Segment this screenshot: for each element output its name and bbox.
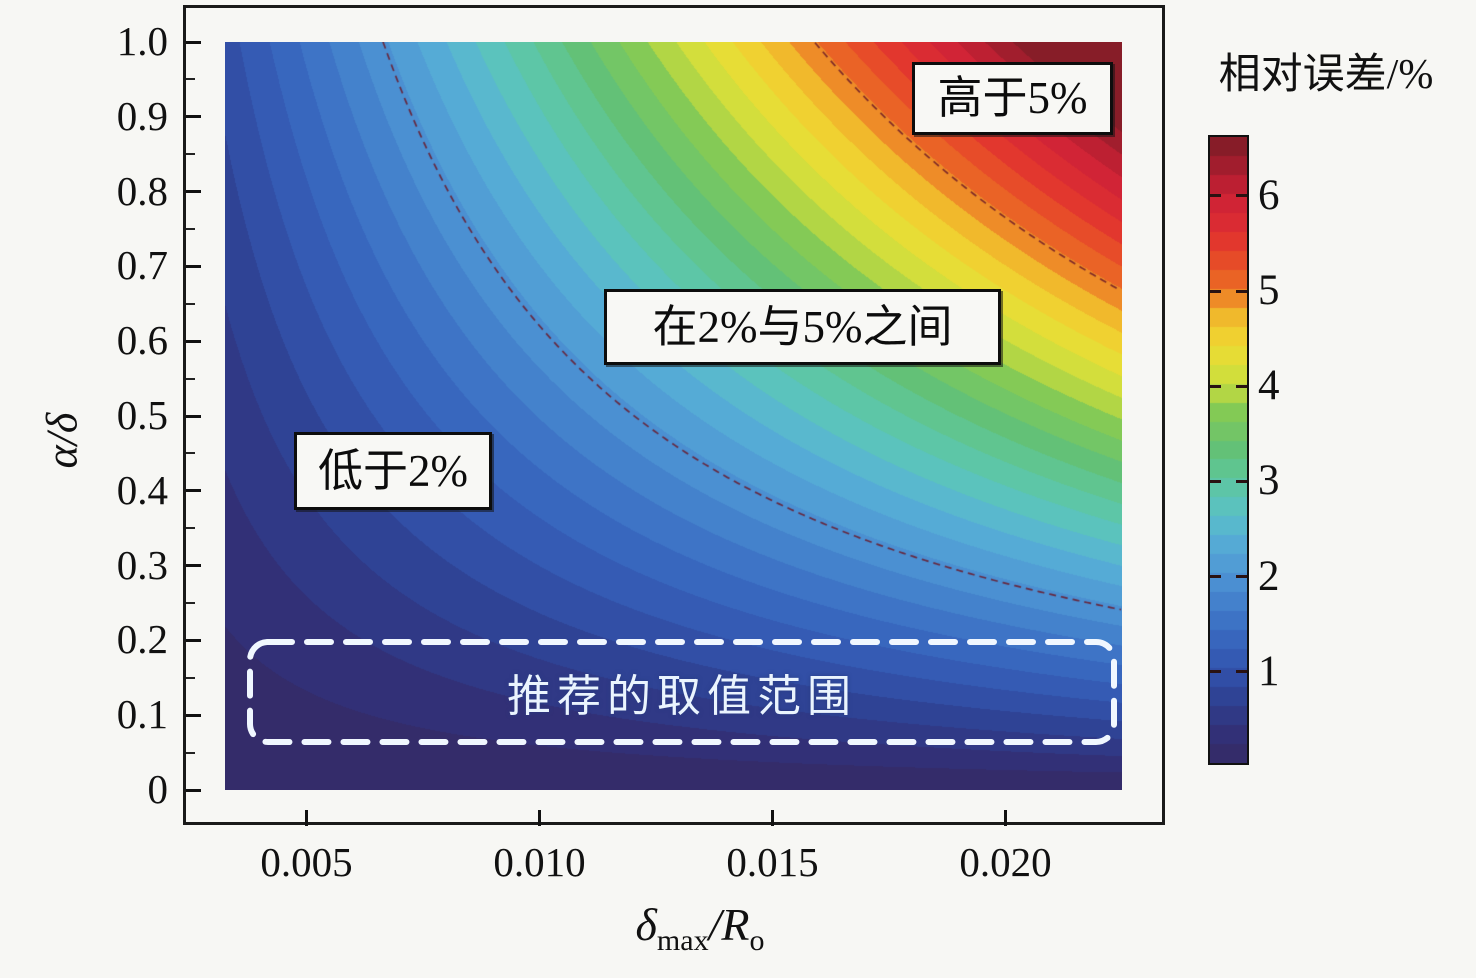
colorbar xyxy=(1208,135,1249,765)
y-axis-minor-tick xyxy=(186,377,195,380)
y-axis-tick xyxy=(186,564,201,568)
y-axis-minor-tick xyxy=(186,602,195,604)
y-axis-minor-tick xyxy=(186,153,195,156)
y-axis-minor-tick xyxy=(186,302,195,305)
colorbar-tick xyxy=(1236,289,1247,293)
colorbar-tick xyxy=(1236,194,1247,198)
y-axis-minor-tick xyxy=(186,527,195,530)
y-axis-tick xyxy=(186,115,201,119)
colorbar-tick xyxy=(1236,479,1247,483)
y-axis-tick-label: 0.6 xyxy=(116,317,168,364)
heatmap-canvas xyxy=(225,42,1122,790)
x-axis-tick-label: 0.020 xyxy=(959,839,1052,885)
y-axis-tick-label: 1.0 xyxy=(116,18,168,64)
x-axis-tick-label: 0.005 xyxy=(260,839,353,885)
y-axis-tick xyxy=(186,414,201,418)
colorbar-tick-label: 4 xyxy=(1258,362,1280,410)
y-axis-tick-label: 0.8 xyxy=(116,167,168,214)
colorbar-tick-label: 1 xyxy=(1258,647,1280,695)
plot-frame xyxy=(183,5,1165,825)
annotation-between-2-and-5pct: 在2%与5%之间 xyxy=(604,289,1001,365)
y-axis-tick xyxy=(186,638,201,642)
y-axis-label: α/δ xyxy=(37,412,87,469)
y-axis-tick-label: 0.7 xyxy=(116,242,168,289)
y-axis-tick-label: 0.3 xyxy=(116,541,168,588)
y-axis-tick-label: 0 xyxy=(147,766,169,812)
recommended-range-dashed-border xyxy=(247,639,1117,745)
colorbar-tick xyxy=(1210,479,1221,483)
y-axis-minor-tick xyxy=(186,751,195,754)
x-label-symbol-1: δ xyxy=(635,899,657,950)
y-axis-tick-label: 0.2 xyxy=(116,616,168,663)
y-axis-minor-tick xyxy=(186,78,195,81)
colorbar-tick xyxy=(1210,384,1221,388)
colorbar-tick xyxy=(1210,289,1221,293)
colorbar-tick-label: 5 xyxy=(1258,267,1280,315)
y-axis-tick xyxy=(186,40,201,44)
y-axis-tick xyxy=(186,713,201,717)
y-axis-tick-label: 0.1 xyxy=(116,691,168,738)
colorbar-tick xyxy=(1236,384,1247,388)
x-axis-tick xyxy=(538,810,542,826)
recommended-range-label: 推荐的取值范围 xyxy=(507,672,857,721)
x-axis-tick xyxy=(305,810,309,826)
annotation-below-2pct: 低于2% xyxy=(294,432,492,510)
colorbar-tick-label: 2 xyxy=(1258,552,1280,600)
colorbar-title: 相对误差/% xyxy=(1218,52,1434,98)
colorbar-tick xyxy=(1210,575,1221,579)
recommended-range-box: 推荐的取值范围 xyxy=(246,638,1118,746)
colorbar-tick-label: 3 xyxy=(1258,457,1280,505)
x-label-subscript-1: max xyxy=(656,924,709,958)
colorbar-tick xyxy=(1210,670,1221,674)
y-axis-tick-label: 0.4 xyxy=(116,466,168,513)
x-axis-tick xyxy=(771,810,775,826)
y-axis-minor-tick xyxy=(186,452,195,455)
y-axis-tick-label: 0.9 xyxy=(116,92,168,139)
x-label-symbol-2: R xyxy=(721,899,750,950)
y-axis-tick xyxy=(186,339,201,343)
x-axis-label: δmax/Ro xyxy=(560,898,840,958)
x-axis-tick-label: 0.015 xyxy=(726,839,819,885)
colorbar-tick xyxy=(1236,670,1247,674)
y-axis-minor-tick xyxy=(186,676,195,679)
y-axis-minor-tick xyxy=(186,228,195,230)
x-axis-tick xyxy=(1004,810,1007,826)
colorbar-tick-label: 6 xyxy=(1258,171,1280,219)
annotation-above-5pct: 高于5% xyxy=(912,62,1113,135)
y-axis-tick xyxy=(186,190,201,194)
x-label-slash: / xyxy=(708,899,722,950)
colorbar-tick xyxy=(1210,194,1221,198)
x-label-subscript-2: o xyxy=(749,924,765,958)
colorbar-tick xyxy=(1236,575,1247,579)
y-axis-tick xyxy=(186,264,201,268)
y-axis-tick xyxy=(186,489,201,493)
colorbar-canvas xyxy=(1210,137,1247,763)
y-axis-tick-label: 0.5 xyxy=(116,392,168,438)
x-axis-tick-label: 0.010 xyxy=(493,839,586,885)
y-axis-tick xyxy=(186,788,201,792)
